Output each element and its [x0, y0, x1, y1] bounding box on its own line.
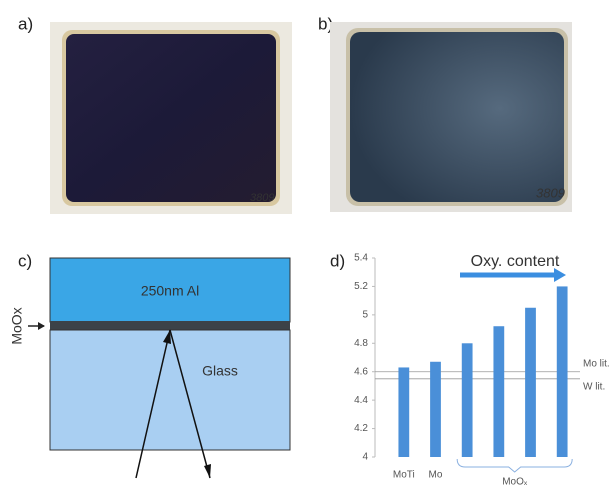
ray-head	[204, 464, 211, 478]
layer-label: Glass	[202, 363, 238, 379]
reference-label: W lit.	[583, 381, 605, 392]
y-tick-label: 4.4	[354, 395, 368, 406]
x-tick-label: Mo	[429, 470, 443, 481]
x-tick-label: MoTi	[393, 470, 415, 481]
panel-label: c)	[18, 251, 32, 270]
layer-label: 250nm Al	[141, 283, 199, 299]
annotation: Oxy. content	[471, 253, 560, 270]
glass-layer	[50, 330, 290, 450]
bar	[557, 286, 568, 457]
bar	[525, 308, 536, 457]
y-tick-label: 4.6	[354, 366, 368, 377]
sample	[350, 32, 564, 202]
sample	[66, 34, 276, 202]
bar	[398, 367, 409, 457]
group-bracket	[457, 459, 572, 472]
reference-label: Mo lit.	[583, 358, 610, 369]
panel-label: a)	[18, 14, 33, 33]
bar	[493, 326, 504, 457]
y-tick-label: 4.8	[354, 338, 368, 349]
y-tick-label: 4	[362, 452, 368, 463]
y-tick-label: 4.2	[354, 423, 368, 434]
y-tick-label: 5.2	[354, 281, 368, 292]
pointer-head	[38, 322, 45, 330]
layer-label: MoOx	[9, 307, 25, 344]
sample-mark: 3809	[250, 192, 274, 204]
sample-mark: 3809	[536, 185, 565, 200]
bar	[430, 362, 441, 457]
bar	[462, 343, 473, 457]
group-label: MoOₓ	[502, 477, 528, 488]
y-tick-label: 5	[362, 309, 368, 320]
panel-label: d)	[330, 251, 345, 270]
y-tick-label: 5.4	[354, 253, 368, 264]
figure: a) 3809 b) 3809 c) 250nm Al Glass MoOx d…	[0, 0, 615, 489]
moox-layer	[50, 321, 290, 330]
